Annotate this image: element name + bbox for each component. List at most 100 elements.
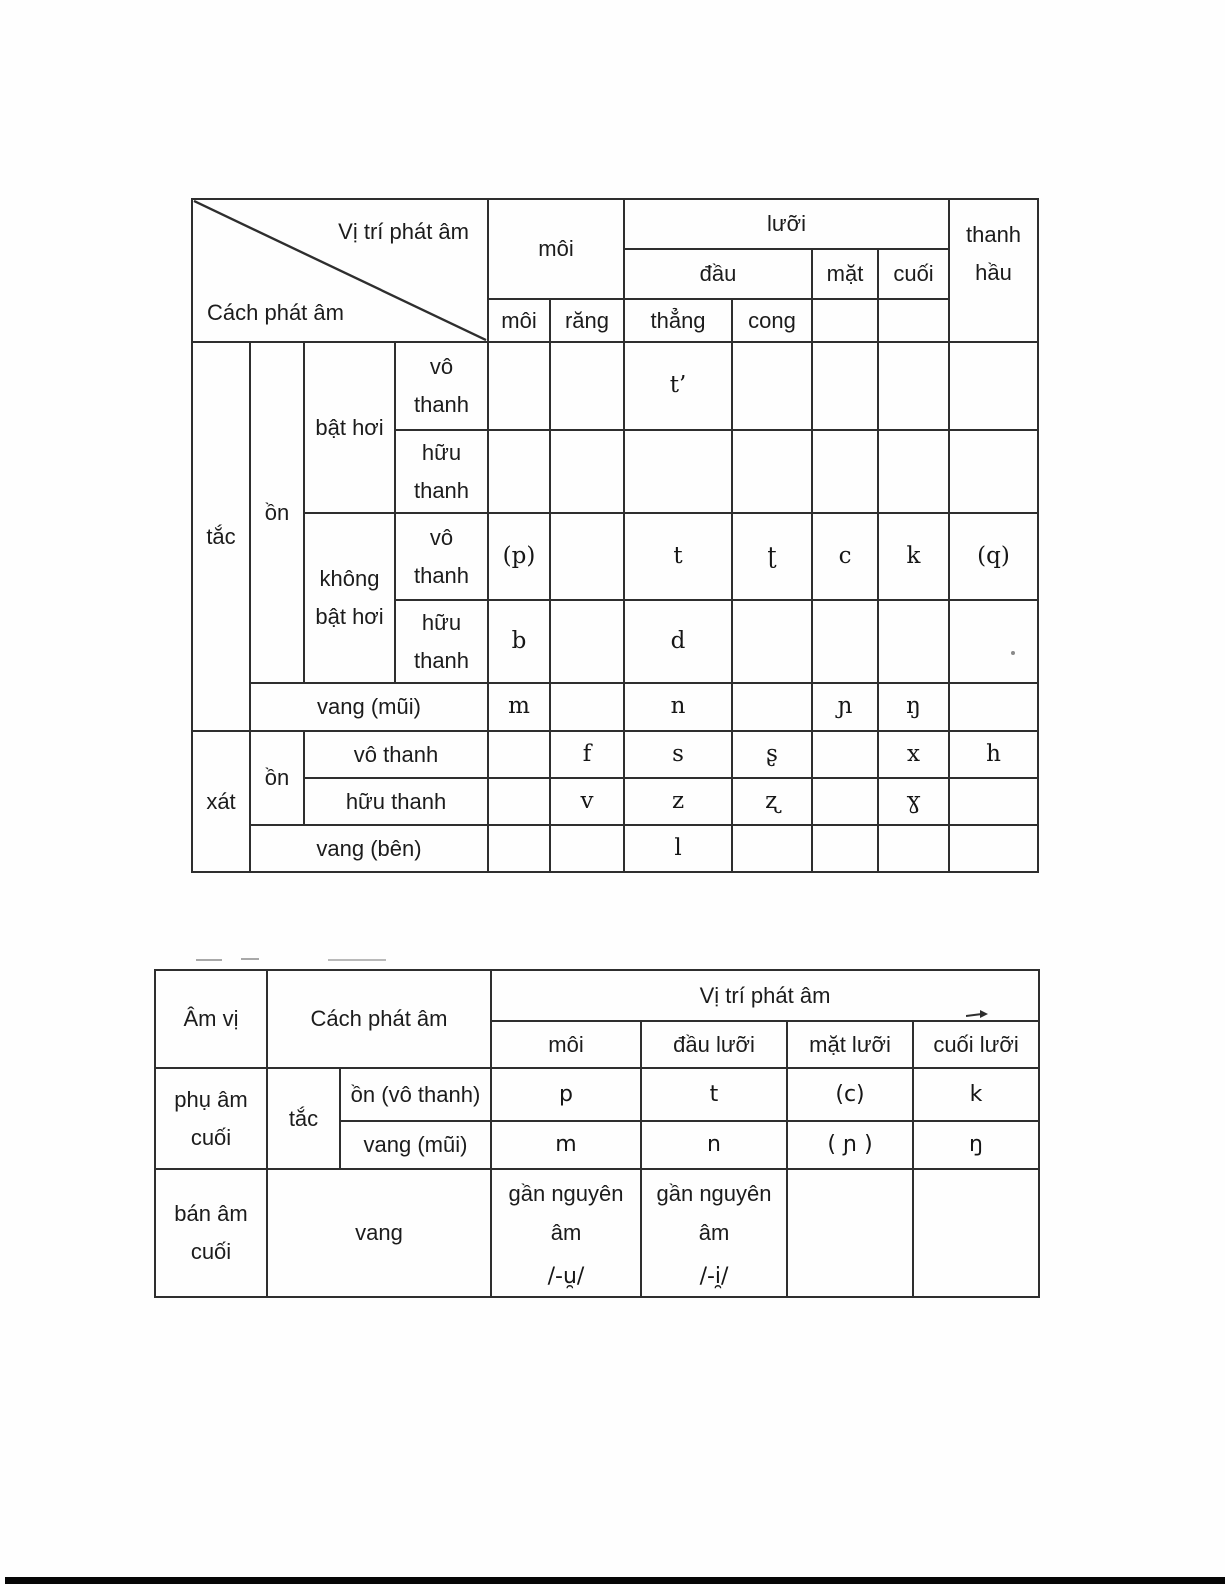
scan-smudge-dash — [241, 958, 259, 960]
header-place-of-articulation: Vị trí phát âm — [338, 219, 469, 244]
col-group-lingual: lưỡi — [623, 198, 951, 250]
phoneme-cell: ʈ — [731, 512, 814, 601]
phoneme-cell — [811, 341, 880, 431]
header-phoneme: Âm vị — [154, 969, 268, 1069]
phoneme-cell: n — [623, 682, 734, 732]
phoneme-cell: l — [623, 824, 734, 873]
stray-dot-artifact — [1011, 651, 1015, 655]
semivowel-cell: gần nguyên âm /-i̯/ — [640, 1168, 788, 1298]
arrow-mark-artifact — [966, 1010, 988, 1018]
empty-header-cell — [811, 298, 880, 343]
initial-consonant-table: Vị trí phát âm Cách phát âm môi lưỡi tha… — [191, 198, 1040, 873]
phoneme-cell — [948, 429, 1040, 514]
phoneme-cell: m — [487, 682, 551, 732]
sub-col-bilabial: môi — [487, 298, 551, 343]
scan-smudge-dash — [196, 959, 222, 961]
stub-voiced: hữu thanh — [303, 777, 489, 826]
phoneme-cell — [811, 429, 880, 514]
stub-voiceless: vô thanh — [303, 730, 489, 779]
stub-aspirated: bật hơi — [303, 341, 396, 514]
phoneme-cell: z — [623, 777, 734, 826]
phoneme-cell — [731, 599, 814, 684]
phoneme-cell: s — [623, 730, 734, 779]
stub-sonorant: vang — [266, 1168, 492, 1298]
stub-final-semivowel: bán âm cuối — [154, 1168, 268, 1298]
stub-voiceless: vô thanh — [394, 341, 489, 431]
header-place-of-articulation: Vị trí phát âm — [489, 969, 1041, 1022]
stub-obstruent: ồn — [249, 341, 305, 684]
phoneme-cell — [948, 682, 1040, 732]
phoneme-cell — [487, 777, 551, 826]
phoneme-cell — [811, 730, 880, 779]
stub-voiced: hữu thanh — [394, 599, 489, 684]
phoneme-cell: t — [623, 512, 734, 601]
phoneme-cell: b — [487, 599, 551, 684]
phoneme-cell — [948, 824, 1040, 873]
phoneme-cell: (p) — [487, 512, 551, 601]
phoneme-cell: ŋ — [877, 682, 951, 732]
phoneme-cell: n — [640, 1120, 788, 1170]
stub-obstruent-voiceless: ồn (vô thanh) — [339, 1067, 492, 1122]
phoneme-cell: p — [490, 1067, 642, 1122]
stub-nasal-sonorant: vang (mũi) — [249, 682, 489, 732]
phoneme-cell: k — [877, 512, 951, 601]
phoneme-cell: ( ɲ ) — [786, 1120, 914, 1170]
phoneme-cell — [877, 341, 951, 431]
phoneme-cell: (c) — [786, 1067, 914, 1122]
col-labial: môi — [490, 1020, 642, 1069]
header-manner-of-articulation: Cách phát âm — [266, 969, 492, 1069]
phoneme-cell — [487, 824, 551, 873]
stub-unaspirated: không bật hơi — [303, 512, 396, 684]
phoneme-cell — [811, 777, 880, 826]
header-manner-of-articulation: Cách phát âm — [207, 300, 344, 326]
phoneme-cell: ʐ — [731, 777, 814, 826]
stub-final-consonant: phụ âm cuối — [154, 1067, 268, 1170]
semivowel-phoneme: /-u̯/ — [547, 1264, 585, 1290]
phoneme-cell: ʂ — [731, 730, 814, 779]
stub-voiced: hữu thanh — [394, 429, 489, 514]
col-apical: đầu lưỡi — [640, 1020, 788, 1069]
phoneme-cell — [548, 429, 626, 514]
phoneme-cell — [877, 599, 951, 684]
sub-col-straight: thẳng — [623, 298, 734, 343]
final-consonant-table-grid: Âm vị Cách phát âm Vị trí phát âm môi đầ… — [154, 969, 1041, 1298]
phoneme-cell — [731, 682, 814, 732]
phoneme-cell — [877, 429, 951, 514]
phoneme-cell: c — [811, 512, 880, 601]
corner-header-cell: Vị trí phát âm Cách phát âm — [191, 198, 489, 343]
phoneme-cell — [811, 824, 880, 873]
col-group-labial: môi — [486, 198, 626, 300]
col-velar: cuối lưỡi — [911, 1020, 1041, 1069]
col-dorsal: mặt lưỡi — [786, 1020, 914, 1069]
phoneme-cell — [811, 599, 880, 684]
final-consonant-table: Âm vị Cách phát âm Vị trí phát âm môi đầ… — [154, 969, 1041, 1298]
semivowel-cell: gần nguyên âm /-u̯/ — [490, 1168, 642, 1298]
col-velar: cuối — [877, 248, 951, 300]
empty-cell — [911, 1168, 1041, 1298]
phoneme-cell: t — [640, 1067, 788, 1122]
phoneme-cell: h — [948, 730, 1040, 779]
col-dorsal: mặt — [811, 248, 880, 300]
stub-stop: tắc — [191, 341, 251, 732]
scan-edge-bar — [5, 1577, 1225, 1584]
empty-cell — [786, 1168, 914, 1298]
stub-voiceless: vô thanh — [394, 512, 489, 601]
phoneme-cell: ɣ — [877, 777, 951, 826]
stub-nasal-sonorant: vang (mũi) — [339, 1120, 492, 1170]
semivowel-label: gần nguyên âm — [508, 1181, 624, 1245]
phoneme-cell: v — [548, 777, 626, 826]
empty-header-cell — [877, 298, 951, 343]
phoneme-cell — [548, 512, 626, 601]
phoneme-cell: f — [548, 730, 626, 779]
stub-obstruent: ồn — [249, 730, 305, 826]
phoneme-cell — [731, 429, 814, 514]
phoneme-cell — [948, 777, 1040, 826]
phoneme-cell — [948, 341, 1040, 431]
phoneme-cell: m — [490, 1120, 642, 1170]
diagonal-line — [193, 200, 487, 341]
phoneme-cell: ɲ — [811, 682, 880, 732]
phoneme-cell — [487, 730, 551, 779]
phoneme-cell — [948, 599, 1040, 684]
phoneme-cell — [731, 341, 814, 431]
phoneme-cell — [623, 429, 734, 514]
